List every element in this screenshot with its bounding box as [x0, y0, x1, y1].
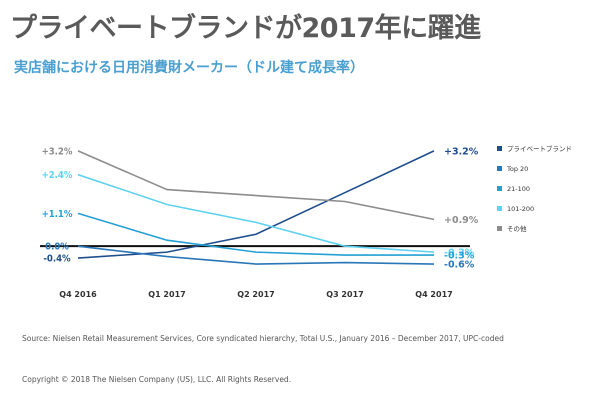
- end-value-label: -0.3%: [444, 251, 475, 262]
- series-line-1: [77, 245, 435, 265]
- x-tick-label: Q2 2017: [237, 290, 274, 299]
- end-value-label: -0.6%: [444, 260, 475, 271]
- series-line-3: [77, 173, 435, 253]
- start-value-label: +2.4%: [42, 170, 73, 181]
- start-value-label: 0.0%: [45, 242, 69, 253]
- end-value-label: +3.2%: [444, 146, 479, 157]
- legend-swatch: [497, 146, 502, 151]
- x-tick-label: Q4 2016: [59, 290, 97, 299]
- legend-swatch: [497, 186, 502, 191]
- source-note: Source: Nielsen Retail Measurement Servi…: [22, 334, 504, 343]
- legend-swatch: [497, 226, 502, 231]
- series-line-2: [77, 212, 434, 256]
- line-chart: Q4 2016 Q1 2017 Q2 2017 Q3 2017 Q4 2017 +3.2%…: [40, 144, 572, 299]
- legend-label: 21-100: [507, 185, 530, 193]
- series-line-4: [77, 150, 435, 221]
- start-value-label: +3.2%: [42, 146, 73, 157]
- legend-swatch: [497, 206, 502, 211]
- legend-label: Top 20: [506, 165, 528, 173]
- legend-label: 101-200: [507, 205, 534, 213]
- page-title: プライベートブランドが2017年に躍進: [10, 13, 481, 44]
- legend-label: プライベートブランド: [507, 144, 572, 153]
- end-value-label: +0.9%: [444, 215, 479, 226]
- page-subtitle: 実店舗における日用消費財メーカー（ドル建て成長率）: [14, 60, 364, 76]
- legend-label: その他: [507, 224, 527, 233]
- x-tick-label: Q1 2017: [148, 290, 185, 299]
- start-value-label: +1.1%: [42, 209, 73, 220]
- start-value-label: -0.4%: [43, 254, 71, 265]
- legend-swatch: [497, 166, 502, 171]
- x-tick-label: Q4 2017: [415, 290, 452, 299]
- copyright-note: Copyright © 2018 The Nielsen Company (US…: [22, 375, 292, 384]
- series-line-0: [77, 150, 435, 259]
- x-tick-label: Q3 2017: [326, 290, 363, 299]
- end-value-label: -0.2%: [444, 248, 475, 259]
